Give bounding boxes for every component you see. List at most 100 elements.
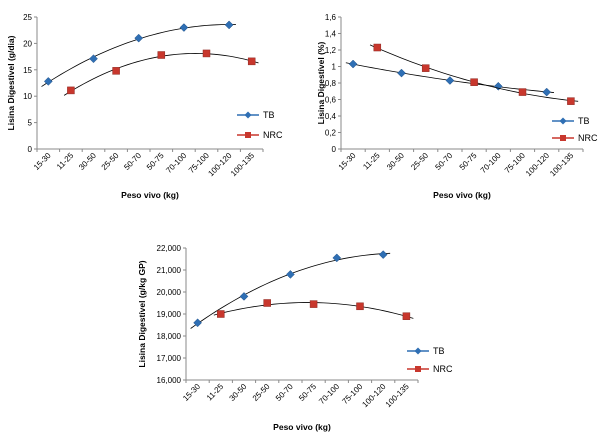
data-point	[286, 270, 295, 279]
x-tick-label: 11-25	[55, 151, 76, 172]
x-tick-label: 15-30	[181, 382, 202, 403]
data-point	[157, 51, 166, 59]
x-tick-label: 100-135	[229, 151, 257, 179]
data-point	[67, 86, 75, 95]
y-tick-label: 1	[332, 63, 337, 72]
x-tick-label: 30-50	[385, 151, 406, 172]
x-axis-title: Peso vivo (kg)	[121, 190, 179, 200]
legend-marker	[245, 132, 251, 138]
y-tick-label: 17,000	[157, 354, 182, 363]
legend-entry: TB	[552, 116, 590, 126]
series-nrc	[213, 299, 414, 320]
data-point	[332, 253, 342, 263]
data-point	[542, 87, 552, 97]
legend-entry: TB	[237, 110, 275, 120]
legend-label: TB	[263, 110, 275, 120]
legend-label: NRC	[433, 364, 453, 374]
legend-entry: TB	[407, 346, 445, 356]
y-tick-label: 0,2	[325, 129, 337, 138]
series-tb	[190, 250, 391, 329]
data-point	[43, 77, 53, 86]
y-tick-label: 1,2	[325, 46, 337, 55]
y-tick-label: 1,4	[325, 30, 337, 39]
x-tick-label: 30-50	[228, 382, 249, 403]
x-tick-label: 70-100	[479, 151, 503, 175]
y-tick-label: 21,000	[157, 266, 182, 275]
y-tick-label: 15	[23, 66, 32, 75]
data-point	[193, 318, 202, 328]
y-tick-label: 18,000	[157, 332, 182, 341]
y-tick-label: 16,000	[157, 376, 182, 385]
x-axis-title: Peso vivo (kg)	[273, 422, 331, 432]
x-tick-label: 50-70	[433, 151, 454, 172]
y-tick-label: 25	[23, 13, 32, 22]
legend-marker	[414, 347, 422, 355]
legend-entry: NRC	[407, 364, 453, 374]
series-nrc	[369, 43, 579, 105]
y-tick-label: 5	[28, 119, 33, 128]
chart-2: 0 0,2 0,4 0,6 0,8 1 1,2 1,4 1,6 15-30 11-25 30-50 25…	[316, 13, 598, 200]
data-point	[378, 250, 388, 259]
x-tick-label: 50-70	[274, 382, 295, 403]
x-tick-label: 100-135	[384, 382, 412, 410]
chart-1: 0 5 10 15 20 25 15-30 11-25 30-50 25-50 50-70 50-75…	[6, 13, 283, 200]
data-point	[309, 300, 318, 308]
x-tick-label: 70-100	[317, 382, 341, 406]
y-tick-label: 0	[332, 145, 337, 154]
data-point	[224, 20, 234, 30]
data-point	[470, 78, 478, 86]
y-tick-label: 20	[23, 39, 32, 48]
x-tick-label: 50-75	[297, 382, 318, 403]
data-point	[217, 310, 225, 318]
x-tick-label: 50-75	[458, 151, 479, 172]
legend-marker	[560, 135, 566, 141]
data-point	[89, 54, 98, 64]
data-point	[247, 57, 256, 66]
y-axis-title: Lisina Digestível (g/kg GP)	[137, 260, 147, 367]
series-nrc	[63, 49, 259, 96]
x-tick-label: 50-75	[145, 151, 166, 172]
y-tick-label: 0,6	[325, 96, 337, 105]
y-tick-label: 0,4	[325, 112, 337, 121]
x-tick-label: 25-50	[100, 151, 121, 172]
legend-entry: NRC	[552, 133, 598, 143]
data-point	[202, 49, 211, 58]
data-point	[134, 33, 144, 43]
y-tick-label: 19,000	[157, 310, 182, 319]
data-point	[373, 43, 382, 52]
legend-marker	[559, 117, 567, 125]
x-tick-label: 30-50	[77, 151, 98, 172]
chart-3: 16,000 17,000 18,000 19,000 20,000 21,000 22,0…	[137, 244, 453, 432]
x-tick-label: 100-120	[524, 151, 552, 179]
data-point	[567, 97, 575, 105]
y-axis-title: Lisina Digestível (g/dia)	[6, 35, 16, 130]
x-tick-label: 100-120	[206, 151, 234, 179]
legend-entry: NRC	[237, 130, 283, 140]
x-tick-label: 100-120	[360, 382, 388, 410]
data-point	[348, 59, 358, 69]
y-tick-label: 0	[28, 145, 33, 154]
legend-label: TB	[578, 116, 590, 126]
y-tick-label: 0,8	[325, 79, 337, 88]
y-tick-label: 10	[23, 92, 32, 101]
legend-label: TB	[433, 346, 445, 356]
x-tick-label: 15-30	[32, 151, 53, 172]
legend-marker	[415, 366, 421, 372]
data-point	[179, 23, 189, 32]
x-axis-title: Peso vivo (kg)	[433, 190, 491, 200]
y-tick-label: 1,6	[325, 13, 337, 22]
data-point	[397, 68, 406, 78]
data-point	[263, 299, 271, 307]
x-tick-label: 25-50	[409, 151, 430, 172]
data-point	[112, 67, 120, 75]
x-tick-label: 100-135	[548, 151, 576, 179]
y-axis-title: Lisina Digestível (%)	[316, 42, 326, 125]
y-tick-label: 22,000	[157, 244, 182, 253]
y-tick-label: 20,000	[157, 288, 182, 297]
x-tick-label: 11-25	[361, 151, 382, 172]
x-tick-label: 70-100	[164, 151, 188, 175]
data-point	[421, 64, 430, 72]
series-tb	[41, 20, 236, 87]
data-point	[445, 76, 455, 85]
